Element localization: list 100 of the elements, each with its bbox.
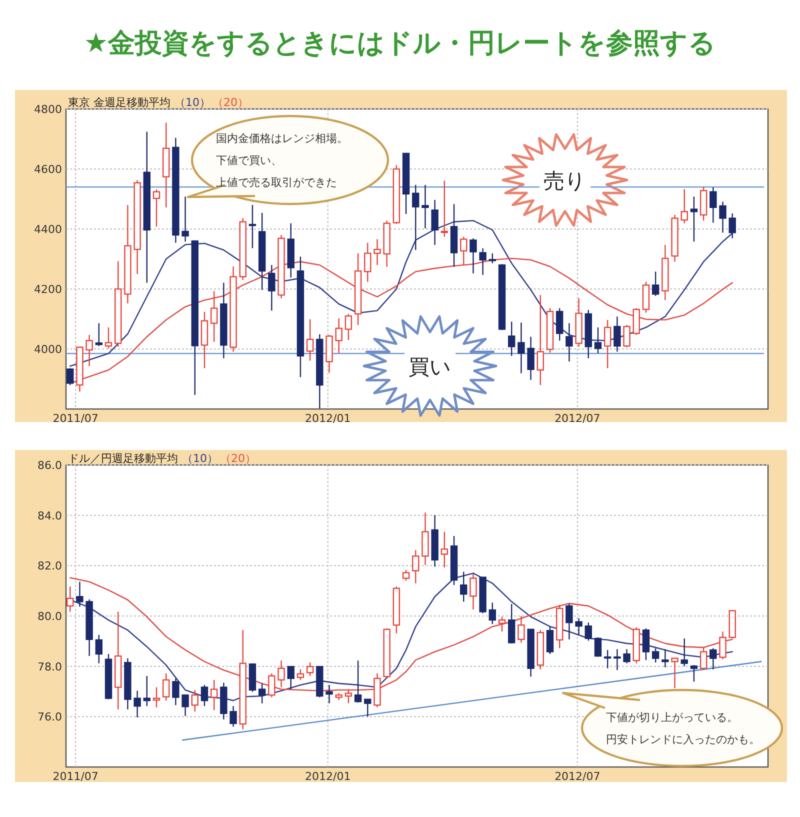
candlestick: [422, 184, 429, 229]
candlestick: [536, 294, 544, 386]
candlestick: [76, 581, 84, 608]
annotation: 買い: [408, 355, 452, 379]
candlestick: [162, 672, 170, 702]
candlestick: [412, 549, 420, 584]
candlestick: [604, 319, 612, 369]
candlestick: [614, 316, 621, 352]
candlestick: [335, 318, 342, 354]
candlestick: [632, 308, 640, 336]
y-tick-label: 78.0: [38, 660, 62, 674]
candlestick: [508, 321, 516, 356]
candlestick: [479, 248, 486, 276]
candlestick: [412, 184, 420, 251]
candlestick: [374, 238, 381, 266]
annotation: 上値で売る取引ができた: [216, 176, 337, 189]
candlestick: [104, 326, 112, 349]
candlestick: [566, 322, 573, 362]
y-tick-label: 4800: [34, 103, 62, 116]
candlestick: [66, 368, 74, 386]
candlestick: [440, 531, 448, 568]
y-tick-label: 4600: [34, 163, 62, 176]
x-tick-label: 2012/07: [554, 770, 600, 783]
candlestick: [488, 602, 496, 625]
candlestick: [191, 689, 198, 712]
x-tick-label: 2012/01: [305, 412, 351, 425]
candlestick: [134, 690, 141, 718]
candlestick: [95, 634, 103, 664]
candlestick: [152, 686, 160, 708]
annotation: 国内金価格はレンジ相場。: [216, 132, 348, 145]
candlestick: [690, 196, 698, 242]
candlestick: [182, 694, 189, 717]
candlestick: [728, 212, 736, 239]
y-tick-label: 4400: [34, 223, 62, 236]
candlestick: [604, 649, 612, 669]
candlestick: [344, 688, 352, 704]
chart-subtitle: ドル／円週足移動平均: [68, 452, 178, 465]
candlestick: [440, 180, 448, 238]
y-tick-label: 4000: [34, 343, 62, 356]
candlestick: [642, 628, 650, 661]
annotation: 下値が切り上がっている。: [606, 711, 738, 724]
candlestick: [306, 318, 314, 362]
candlestick: [700, 646, 708, 671]
candlestick: [488, 252, 496, 264]
candlestick: [710, 186, 717, 224]
candlestick: [460, 236, 468, 266]
candlestick: [210, 679, 218, 711]
annotation: 下値で買い、: [216, 154, 282, 167]
candlestick: [680, 188, 688, 224]
candlestick: [652, 271, 660, 296]
candlestick: [364, 242, 372, 282]
text: （10）: [174, 96, 210, 109]
candlestick: [508, 603, 516, 644]
candlestick: [719, 201, 726, 234]
y-tick-label: 82.0: [38, 560, 62, 573]
candlestick: [710, 648, 717, 670]
candlestick: [623, 648, 630, 664]
candlestick: [278, 660, 285, 688]
candlestick: [326, 684, 333, 704]
candlestick: [556, 308, 564, 342]
x-tick-label: 2012/01: [305, 770, 351, 783]
candlestick: [584, 622, 592, 642]
candlestick: [364, 698, 372, 718]
candlestick: [143, 675, 150, 707]
y-tick-label: 84.0: [38, 509, 62, 522]
chart-title: ★金投資をするときにはドル・円レートを参照する: [84, 28, 716, 59]
candlestick: [258, 682, 266, 704]
candlestick: [498, 616, 506, 632]
candlestick: [230, 705, 237, 728]
candlestick: [268, 264, 276, 312]
candlestick: [306, 662, 314, 676]
candlestick: [594, 326, 602, 354]
candlestick: [546, 626, 554, 655]
candlestick: [575, 618, 582, 636]
x-tick-label: 2011/07: [52, 412, 98, 425]
candlestick: [402, 569, 410, 582]
candlestick: [690, 664, 698, 682]
candlestick: [354, 660, 362, 704]
candlestick: [152, 188, 160, 228]
candlestick: [210, 290, 218, 342]
candlestick: [182, 196, 189, 242]
text: （20）: [220, 452, 256, 465]
text: （20）: [212, 96, 248, 109]
candlestick: [662, 648, 669, 668]
annotation: 円安トレンドに入ったのかも。: [606, 733, 760, 746]
candlestick: [518, 322, 525, 374]
x-tick-label: 2011/07: [52, 770, 98, 783]
y-tick-label: 76.0: [38, 710, 62, 724]
candlestick: [566, 603, 573, 640]
candlestick: [652, 648, 660, 664]
text: （10）: [182, 452, 218, 465]
y-tick-label: 86.0: [38, 459, 62, 472]
candlestick: [287, 665, 294, 690]
candlestick: [296, 668, 304, 681]
candlestick: [172, 678, 180, 706]
candlestick: [719, 631, 726, 660]
candlestick: [86, 334, 93, 367]
candlestick: [680, 638, 688, 667]
y-tick-label: 4200: [34, 283, 62, 296]
candlestick: [95, 322, 103, 347]
